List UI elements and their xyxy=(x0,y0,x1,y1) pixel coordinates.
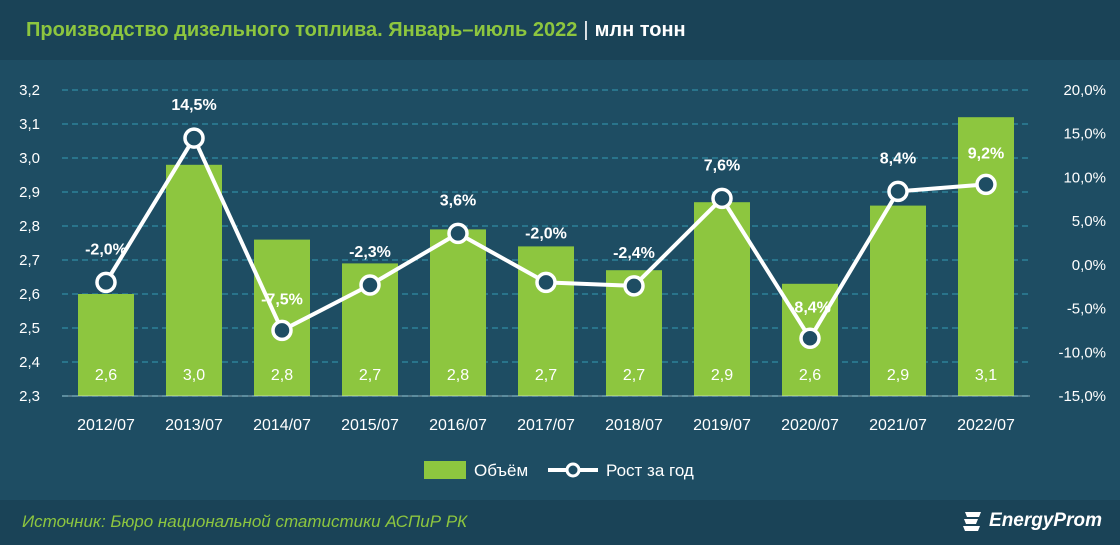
y-right-tick-label: 0,0% xyxy=(1072,257,1106,274)
y-left-tick-label: 3,1 xyxy=(19,116,40,133)
x-tick-label: 2013/07 xyxy=(165,417,223,434)
chart-title-main: Производство дизельного топлива. Январь–… xyxy=(26,19,578,41)
bar xyxy=(166,164,222,396)
growth-point xyxy=(535,271,557,294)
growth-percent-label: 7,6% xyxy=(704,157,740,174)
chart-footer: Источник: Бюро национальной статистики А… xyxy=(0,500,1120,545)
legend-swatch-growth-marker xyxy=(565,462,581,478)
growth-percent-label: -7,5% xyxy=(261,291,303,308)
growth-point xyxy=(271,319,293,342)
bar-value-label: 3,0 xyxy=(183,367,205,384)
energyprom-logo-icon xyxy=(963,512,982,531)
x-tick-label: 2022/07 xyxy=(957,417,1015,434)
y-right-tick-label: 10,0% xyxy=(1063,169,1106,186)
y-right-tick-label: 5,0% xyxy=(1072,213,1106,230)
y-right-tick-label: 15,0% xyxy=(1063,126,1106,143)
bar-value-label: 2,6 xyxy=(799,367,821,384)
y-left-tick-label: 2,9 xyxy=(19,184,40,201)
growth-point xyxy=(887,180,909,203)
growth-percent-label: 9,2% xyxy=(968,145,1004,162)
x-tick-label: 2012/07 xyxy=(77,417,135,434)
legend-label-growth: Рост за год xyxy=(606,461,694,480)
growth-percent-label: 3,6% xyxy=(440,192,476,209)
growth-point xyxy=(447,222,469,245)
growth-percent-label: -2,3% xyxy=(349,244,391,261)
y-right-tick-label: 20,0% xyxy=(1063,82,1106,99)
bar xyxy=(958,117,1014,396)
title-separator: | xyxy=(583,19,589,41)
chart-unit: млн тонн xyxy=(594,19,686,41)
chart-header: Производство дизельного топлива. Январь–… xyxy=(0,0,1120,60)
growth-percent-label: 14,5% xyxy=(171,97,216,114)
legend-swatch-volume xyxy=(424,461,466,479)
y-left-tick-label: 2,5 xyxy=(19,320,40,337)
legend-label-volume: Объём xyxy=(474,461,528,480)
x-tick-label: 2015/07 xyxy=(341,417,399,434)
bar-value-label: 2,7 xyxy=(535,367,557,384)
bar xyxy=(254,239,310,396)
growth-percent-label: -2,0% xyxy=(85,241,127,258)
x-tick-label: 2016/07 xyxy=(429,417,487,434)
growth-point xyxy=(183,127,205,149)
y-left-tick-label: 2,3 xyxy=(19,388,40,405)
growth-point xyxy=(623,275,645,297)
x-tick-label: 2014/07 xyxy=(253,417,311,434)
bar-value-label: 2,8 xyxy=(271,367,293,384)
y-right-tick-label: -15,0% xyxy=(1058,388,1106,405)
bar-value-label: 3,1 xyxy=(975,367,997,384)
growth-percent-label: -2,0% xyxy=(525,225,567,242)
bar-value-label: 2,6 xyxy=(95,367,117,384)
y-right-tick-label: -10,0% xyxy=(1058,344,1106,361)
bar-value-label: 2,9 xyxy=(711,367,733,384)
y-left-tick-label: 2,7 xyxy=(19,252,40,269)
x-tick-label: 2020/07 xyxy=(781,417,839,434)
bar-value-label: 2,8 xyxy=(447,367,469,384)
bar xyxy=(694,202,750,396)
bar xyxy=(78,294,134,396)
x-tick-label: 2018/07 xyxy=(605,417,663,434)
y-left-tick-label: 2,6 xyxy=(19,286,40,303)
growth-point xyxy=(359,274,381,296)
x-tick-label: 2019/07 xyxy=(693,417,751,434)
brand-logo: EnergyProm xyxy=(961,510,1102,532)
x-tick-label: 2017/07 xyxy=(517,417,575,434)
growth-percent-label: 8,4% xyxy=(880,150,916,167)
y-left-tick-label: 3,2 xyxy=(19,82,40,99)
bar-value-label: 2,9 xyxy=(887,367,909,384)
growth-point xyxy=(975,173,997,196)
growth-point xyxy=(799,327,821,350)
growth-percent-label: -2,4% xyxy=(613,245,655,262)
y-left-tick-label: 2,4 xyxy=(19,354,40,371)
bar-value-label: 2,7 xyxy=(359,367,381,384)
brand-name: EnergyProm xyxy=(989,510,1102,531)
growth-percent-label: -8,4% xyxy=(789,299,831,316)
bar xyxy=(430,229,486,396)
source-note: Источник: Бюро национальной статистики А… xyxy=(22,512,468,531)
growth-point xyxy=(711,187,733,210)
x-tick-label: 2021/07 xyxy=(869,417,927,434)
y-left-tick-label: 2,8 xyxy=(19,218,40,235)
bar xyxy=(870,205,926,396)
chart-title: Производство дизельного топлива. Январь–… xyxy=(26,19,686,42)
growth-point xyxy=(95,271,117,294)
chart-area: 2,3 2,4 2,5 2,6 2,7 2,8 2,9 3,0 3,1 3,2 -15,0% -10,… xyxy=(19,82,1106,480)
y-left-tick-label: 3,0 xyxy=(19,150,40,167)
bar-value-label: 2,7 xyxy=(623,367,645,384)
y-right-tick-label: -5,0% xyxy=(1067,301,1106,318)
